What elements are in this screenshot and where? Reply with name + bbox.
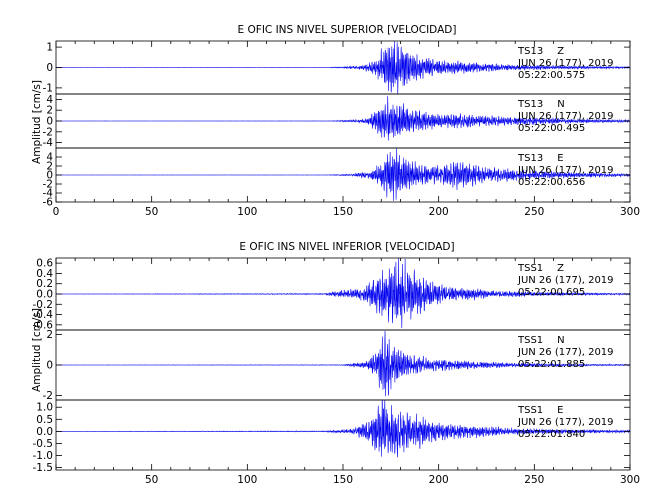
y-tick-label: 2 bbox=[46, 329, 53, 341]
y-tick-label: 1.0 bbox=[36, 402, 53, 414]
y-tick-label: -2 bbox=[43, 390, 53, 402]
y-tick-label: -1 bbox=[43, 82, 53, 94]
y-tick-label: 0.2 bbox=[36, 278, 53, 290]
station-label: TS13 Z bbox=[517, 46, 564, 57]
x-axis: 50 100 150 200 250 300 bbox=[55, 258, 640, 486]
event-date-label: JUN 26 (177), 2019 bbox=[517, 165, 614, 176]
y-tick-label: 0.4 bbox=[36, 268, 53, 280]
lower-level-chart: E OFIC INS NIVEL INFERIOR [VELOCIDAD] Am… bbox=[31, 241, 640, 486]
station-name: TSS1 bbox=[517, 405, 543, 416]
y-tick-label: 4 bbox=[46, 152, 53, 164]
x-tick-label: 300 bbox=[620, 474, 640, 486]
lower-chart-title: E OFIC INS NIVEL INFERIOR [VELOCIDAD] bbox=[239, 241, 454, 253]
y-tick-label: 0 bbox=[46, 360, 53, 372]
waveform-trace-n bbox=[56, 96, 630, 141]
y-tick-label: -2 bbox=[43, 126, 53, 138]
x-tick-label: 150 bbox=[333, 206, 353, 218]
x-tick-label: 250 bbox=[524, 474, 544, 486]
event-time-label: 05:22:00.695 bbox=[518, 287, 585, 298]
component-name: Z bbox=[557, 46, 564, 57]
upper-level-chart: E OFIC INS NIVEL SUPERIOR [VELOCIDAD] Am… bbox=[31, 24, 640, 218]
event-time-label: 05:22:00.575 bbox=[518, 70, 585, 81]
y-tick-label: 4 bbox=[46, 94, 53, 106]
y-tick-label: 2 bbox=[46, 105, 53, 117]
y-tick-label: 1 bbox=[46, 42, 53, 54]
x-axis: 0 50 100 150 200 250 300 bbox=[53, 41, 640, 218]
y-tick-label: -6 bbox=[43, 197, 54, 209]
event-time-label: 05:22:00.656 bbox=[518, 177, 585, 188]
station-label: TSS1 E bbox=[517, 405, 564, 416]
y-tick-label: -2 bbox=[43, 179, 53, 191]
component-name: E bbox=[557, 153, 563, 164]
y-tick-label: -4 bbox=[43, 137, 54, 149]
x-tick-label: 200 bbox=[429, 474, 449, 486]
station-name: TS13 bbox=[517, 153, 543, 164]
event-date-label: JUN 26 (177), 2019 bbox=[517, 275, 614, 286]
event-date-label: JUN 26 (177), 2019 bbox=[517, 58, 614, 69]
component-name: N bbox=[557, 99, 564, 110]
waveform-trace-n bbox=[56, 330, 630, 397]
x-tick-label: 300 bbox=[620, 206, 640, 218]
y-tick-label: 0 bbox=[46, 170, 53, 182]
x-tick-label: 100 bbox=[237, 474, 257, 486]
event-time-label: 05:22:01.840 bbox=[518, 429, 585, 440]
y-tick-label: -0.2 bbox=[33, 299, 54, 311]
station-label: TS13 N bbox=[517, 99, 565, 110]
event-time-label: 05:22:01.885 bbox=[518, 359, 585, 370]
station-name: TSS1 bbox=[517, 335, 543, 346]
y-tick-label: 0 bbox=[46, 116, 53, 128]
station-name: TSS1 bbox=[517, 263, 543, 274]
event-time-label: 05:22:00.495 bbox=[518, 123, 585, 134]
x-tick-label: 50 bbox=[145, 474, 158, 486]
event-date-label: JUN 26 (177), 2019 bbox=[517, 417, 614, 428]
component-name: N bbox=[557, 335, 564, 346]
station-name: TS13 bbox=[517, 46, 543, 57]
x-tick-label: 0 bbox=[53, 206, 60, 218]
y-tick-label: 0.5 bbox=[36, 414, 53, 426]
upper-chart-title: E OFIC INS NIVEL SUPERIOR [VELOCIDAD] bbox=[238, 24, 457, 36]
x-tick-label: 100 bbox=[237, 206, 257, 218]
event-date-label: JUN 26 (177), 2019 bbox=[517, 111, 614, 122]
y-tick-label: -4 bbox=[43, 188, 54, 200]
waveform-trace-z bbox=[56, 258, 630, 329]
y-tick-label: -0.6 bbox=[33, 319, 54, 331]
station-label: TSS1 Z bbox=[517, 263, 564, 274]
component-name: E bbox=[557, 405, 563, 416]
y-tick-label: -0.4 bbox=[33, 309, 54, 321]
x-tick-label: 200 bbox=[429, 206, 449, 218]
y-tick-label: -1.5 bbox=[33, 462, 54, 474]
y-tick-label: 2 bbox=[46, 161, 53, 173]
upper-y-axis-label: Amplitud [cm/s] bbox=[31, 80, 43, 164]
station-name: TS13 bbox=[517, 99, 543, 110]
waveform-trace-e bbox=[56, 148, 630, 201]
x-tick-label: 250 bbox=[524, 206, 544, 218]
y-tick-label: 0.0 bbox=[36, 289, 53, 301]
y-tick-label: 0.0 bbox=[36, 426, 53, 438]
y-tick-label: 0.6 bbox=[36, 258, 53, 270]
x-tick-label: 50 bbox=[145, 206, 158, 218]
event-date-label: JUN 26 (177), 2019 bbox=[517, 347, 614, 358]
lower-y-axis-label: Amplitud [cm/s] bbox=[31, 308, 43, 392]
waveform-trace-z bbox=[56, 41, 630, 94]
x-tick-label: 150 bbox=[333, 474, 353, 486]
waveform-trace-e bbox=[56, 400, 630, 458]
component-name: Z bbox=[557, 263, 564, 274]
y-tick-label: 0 bbox=[46, 62, 53, 74]
y-tick-label: -0.5 bbox=[33, 438, 54, 450]
station-label: TS13 E bbox=[517, 153, 564, 164]
station-label: TSS1 N bbox=[517, 335, 565, 346]
y-tick-label: -1.0 bbox=[33, 450, 54, 462]
